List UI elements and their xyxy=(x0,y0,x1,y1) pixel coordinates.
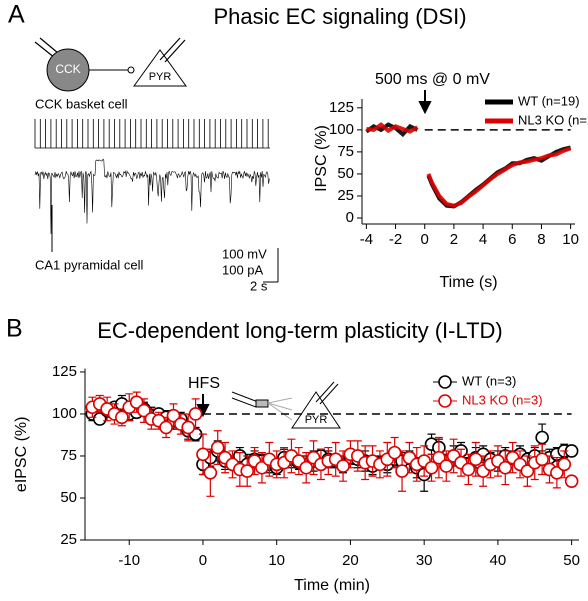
data-point xyxy=(550,465,564,480)
data-point xyxy=(557,457,572,472)
y-tick-label: 25 xyxy=(337,187,354,204)
y-axis-label: eIPSC (%) xyxy=(13,417,30,493)
legend-marker xyxy=(438,394,452,408)
data-point xyxy=(535,430,549,445)
cell-label: PYR xyxy=(305,414,328,426)
data-point xyxy=(439,459,454,473)
x-axis-label: Time (s) xyxy=(439,274,497,291)
data-point xyxy=(564,474,579,488)
arrow xyxy=(418,90,432,115)
data-point xyxy=(336,459,350,473)
data-point xyxy=(432,450,446,465)
x-tick-label: -4 xyxy=(360,231,373,248)
series-line xyxy=(366,122,572,208)
scale-label: 2 s xyxy=(250,278,268,293)
data-point xyxy=(387,445,402,460)
data-point xyxy=(520,464,535,478)
x-tick-label: 2 xyxy=(450,231,458,248)
x-tick-label: 4 xyxy=(479,231,487,248)
data-point xyxy=(115,410,129,425)
legend-label: WT (n=3) xyxy=(462,373,516,388)
x-tick-label: 6 xyxy=(508,231,516,248)
y-tick-label: 50 xyxy=(60,489,77,506)
scale-label: 100 mV xyxy=(222,246,267,261)
traces xyxy=(34,119,270,235)
data-point xyxy=(203,465,218,480)
data-point xyxy=(255,460,269,475)
schematic-a xyxy=(34,37,187,92)
y-tick-label: 0 xyxy=(346,209,354,226)
data-point xyxy=(188,407,203,421)
legend-marker xyxy=(438,375,452,389)
x-tick-label: 30 xyxy=(416,552,433,569)
legend-label: WT (n=19) xyxy=(518,93,580,108)
panel-title: EC-dependent long-term plasticity (I-LTD… xyxy=(97,318,503,343)
panel-title: Phasic EC signaling (DSI) xyxy=(213,4,466,29)
data-point xyxy=(129,395,144,410)
scale-label: 100 pA xyxy=(222,262,264,277)
x-tick-label: 10 xyxy=(268,552,285,569)
data-point xyxy=(240,464,255,478)
data-point xyxy=(395,464,409,478)
data-point xyxy=(92,412,107,426)
x-tick-label: 50 xyxy=(563,552,580,569)
trace-label: CCK basket cell xyxy=(35,96,128,111)
data-point xyxy=(424,460,439,475)
panel-letter: A xyxy=(8,1,25,29)
y-tick-label: 25 xyxy=(60,531,77,548)
y-tick-label: 50 xyxy=(337,165,354,182)
x-tick-label: 20 xyxy=(342,552,359,569)
x-tick-label: -2 xyxy=(389,231,402,248)
schematic-b xyxy=(231,381,341,429)
annotation: HFS xyxy=(188,375,220,392)
panel-letter: B xyxy=(6,315,23,343)
series-line xyxy=(365,122,572,209)
x-tick-label: 40 xyxy=(490,552,507,569)
trace-label: CA1 pyramidal cell xyxy=(35,257,143,272)
x-tick-label: 8 xyxy=(537,231,545,248)
data-point xyxy=(137,403,151,418)
current-trace xyxy=(34,158,270,235)
data-point xyxy=(535,452,549,467)
data-point xyxy=(196,447,210,462)
data-point xyxy=(181,420,196,435)
legend-label: NL3 KO (n=3) xyxy=(462,392,543,407)
data-point xyxy=(299,460,313,475)
y-tick-label: 125 xyxy=(52,363,77,380)
y-tick-label: 100 xyxy=(52,405,77,422)
x-tick-label: 10 xyxy=(562,231,579,248)
x-tick-label: 0 xyxy=(199,552,207,569)
data-point xyxy=(166,408,181,423)
x-tick-label: 0 xyxy=(421,231,429,248)
data-point xyxy=(159,420,173,435)
data-point xyxy=(461,462,476,477)
scale-bar xyxy=(263,248,279,283)
y-tick-label: 100 xyxy=(329,121,354,138)
cell-label: PYR xyxy=(149,71,172,83)
data-point xyxy=(210,440,225,455)
spike-trace xyxy=(34,119,270,149)
annotation: 500 ms @ 0 mV xyxy=(375,71,490,88)
y-tick-label: 75 xyxy=(337,143,354,160)
y-axis-label: IPSC (%) xyxy=(313,125,330,192)
data-point xyxy=(468,452,483,467)
y-tick-label: 75 xyxy=(60,447,77,464)
y-tick-label: 125 xyxy=(329,99,354,116)
legend-label: NL3 KO (n=27) xyxy=(518,112,588,127)
cell-label: CCK xyxy=(55,62,80,76)
x-axis-label: Time (min) xyxy=(294,577,370,594)
data-point xyxy=(498,460,513,475)
x-tick-label: -10 xyxy=(118,552,140,569)
